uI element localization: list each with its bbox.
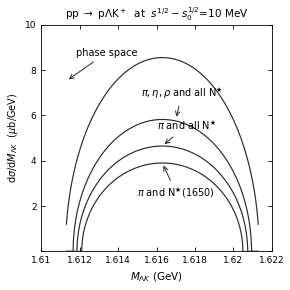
X-axis label: $M_{\Lambda K}$ (GeV): $M_{\Lambda K}$ (GeV) <box>130 271 183 284</box>
Text: phase space: phase space <box>70 48 137 79</box>
Y-axis label: d$\sigma$/d$M_{\Lambda K}$  ($\mu$b/GeV): d$\sigma$/d$M_{\Lambda K}$ ($\mu$b/GeV) <box>6 93 19 183</box>
Text: $\pi$ and all N$^{\bigstar}$: $\pi$ and all N$^{\bigstar}$ <box>157 119 216 144</box>
Text: $\pi,\eta,\rho$ and all N$^{\bigstar}$: $\pi,\eta,\rho$ and all N$^{\bigstar}$ <box>141 85 224 116</box>
Text: $\pi$ and N$^{\bigstar}$(1650): $\pi$ and N$^{\bigstar}$(1650) <box>137 166 215 200</box>
Title: pp $\rightarrow$ p$\Lambda$K$^+$  at  $s^{1/2}-s_0^{1/2}$=10 MeV: pp $\rightarrow$ p$\Lambda$K$^+$ at $s^{… <box>65 6 248 23</box>
